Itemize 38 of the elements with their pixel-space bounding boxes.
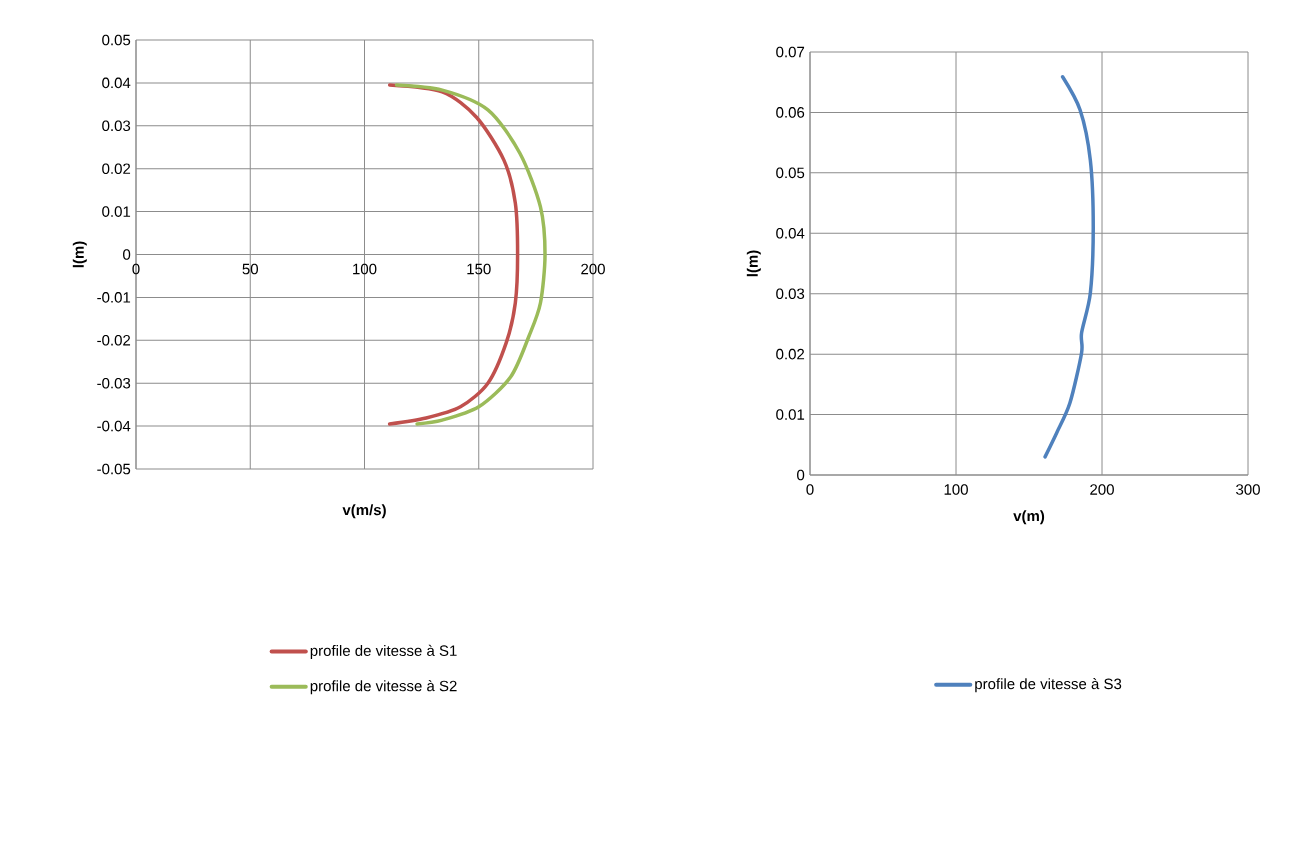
y-tick-label: 0.04 [102,77,131,89]
x-tick-label: 0 [132,263,140,275]
x-tick-label: 200 [1090,484,1114,495]
x-tick-label: 300 [1236,484,1260,495]
y-tick-label: -0.01 [97,292,131,303]
line-series [394,83,547,426]
y-tick-label: 0.05 [776,167,805,179]
y-axis-title: l(m) [746,250,761,277]
y-tick-label: 0 [123,249,131,260]
line-series [387,83,520,426]
legend-label: profile de vitesse à S1 [310,644,457,659]
y-tick-label: 0.03 [102,120,131,132]
y-tick-label: 0.06 [776,107,805,118]
x-tick-label: 200 [581,263,605,275]
y-tick-label: 0.05 [102,34,131,46]
x-axis-title: v(m/s) [342,504,386,519]
x-tick-label: 100 [353,263,377,275]
y-tick-label: -0.02 [97,334,131,346]
x-tick-label: 100 [944,484,968,495]
y-tick-label: 0.01 [102,206,131,217]
y-tick-label: 0.07 [776,46,805,58]
x-axis-title: v(m) [1013,510,1045,525]
y-tick-label: -0.05 [97,463,131,475]
y-axis-title: l(m) [72,241,87,268]
x-tick-label: 50 [242,263,258,275]
x-tick-label: 150 [467,263,491,275]
y-tick-label: 0.02 [776,348,805,360]
y-tick-label: 0.02 [102,163,131,174]
y-tick-label: -0.03 [97,377,131,389]
x-tick-label: 0 [806,484,814,495]
y-tick-label: 0 [797,469,805,481]
legend-label: profile de vitesse à S3 [975,678,1122,693]
y-tick-label: 0.04 [776,227,805,239]
y-tick-label: -0.04 [97,420,131,432]
y-tick-label: 0.01 [776,409,805,420]
line-series [1043,75,1095,459]
legend-label: profile de vitesse à S2 [310,680,457,695]
y-tick-label: 0.03 [776,288,805,300]
